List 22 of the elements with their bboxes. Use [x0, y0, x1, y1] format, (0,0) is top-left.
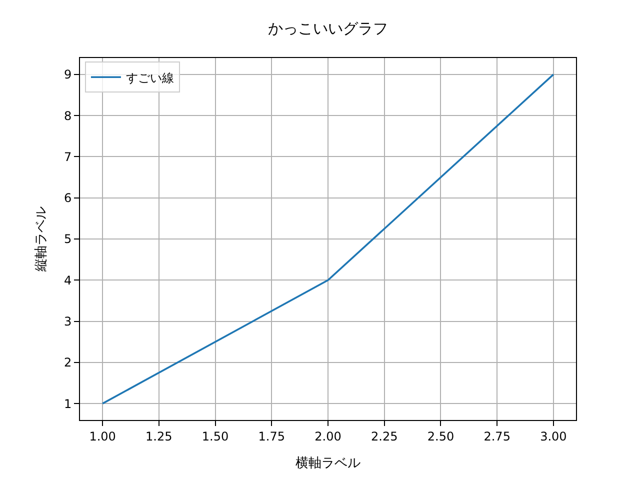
y-tick-label: 3	[64, 314, 72, 328]
y-axis-title: 縦軸ラベル	[34, 206, 49, 272]
x-tick-label: 2.50	[427, 429, 454, 444]
y-tick-label: 8	[64, 108, 72, 123]
x-axis-title: 横軸ラベル	[296, 456, 360, 471]
y-tick-label: 5	[64, 232, 72, 246]
x-tick-label: 3.00	[540, 429, 567, 444]
y-tick-label: 9	[64, 68, 72, 82]
x-tick-label: 1.75	[258, 429, 285, 444]
legend-label: すごい線	[126, 70, 174, 85]
x-tick-label: 1.00	[89, 429, 116, 444]
x-tick-label: 2.75	[484, 429, 510, 444]
y-tick-label: 1	[64, 396, 72, 411]
chart-title: かっこいいグラフ	[268, 20, 388, 38]
y-tick-label: 4	[64, 273, 72, 288]
x-tick-label: 1.25	[146, 429, 172, 444]
y-tick-label: 6	[64, 191, 72, 206]
x-tick-label: 1.50	[202, 429, 229, 444]
x-tick-label: 2.00	[314, 429, 342, 444]
y-tick-label: 7	[64, 150, 72, 164]
x-tick-label: 2.25	[371, 429, 398, 444]
y-tick-label: 2	[64, 356, 72, 370]
